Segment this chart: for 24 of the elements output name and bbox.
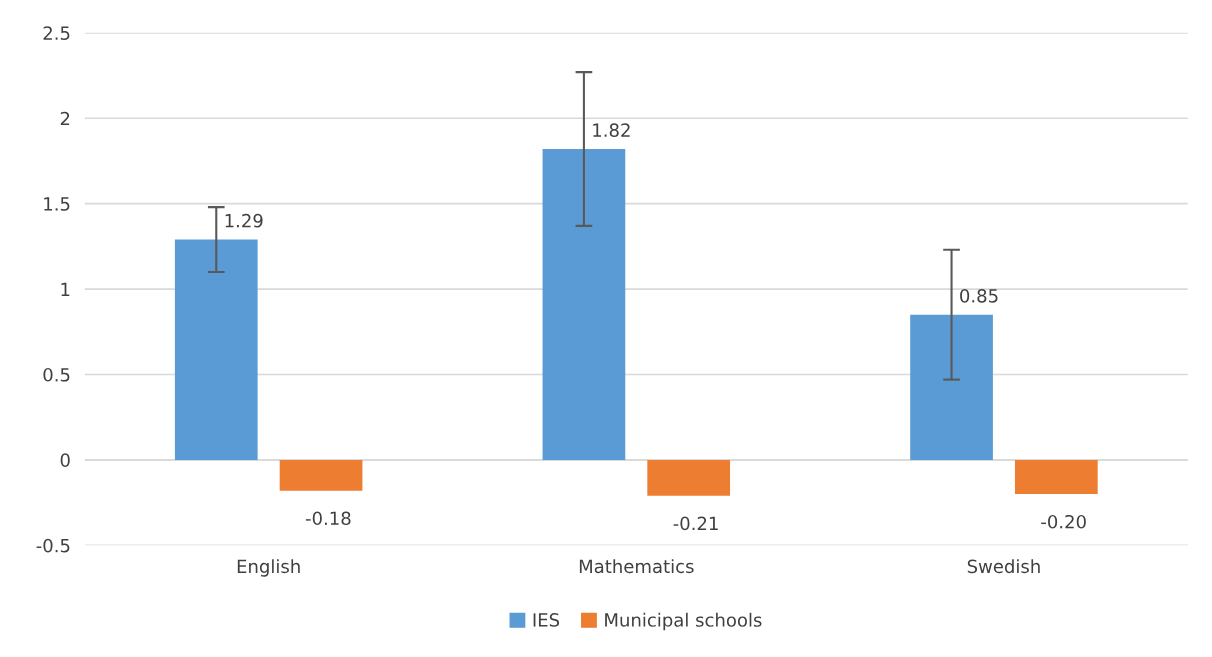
data-label: 1.29 [225, 213, 263, 228]
data-label: -0.18 [305, 511, 351, 526]
legend-label: Municipal schools [605, 612, 762, 631]
data-label: 1.82 [593, 123, 630, 137]
legend-label: IES [533, 613, 560, 627]
data-label: -0.21 [673, 516, 718, 531]
bar [1014, 459, 1098, 495]
x-tick-label: English [237, 559, 300, 577]
x-tick-label: Swedish [967, 559, 1040, 574]
y-tick-label: 0.5 [43, 367, 70, 382]
bar [910, 314, 993, 460]
y-tick-label: 1 [61, 282, 70, 296]
data-label: 0.85 [960, 289, 998, 303]
y-tick-label: -0.5 [36, 538, 70, 553]
bar [647, 459, 731, 496]
x-tick-label: Mathematics [579, 559, 694, 574]
y-tick-label: 0 [60, 453, 70, 468]
bar [542, 149, 626, 460]
bar [174, 239, 258, 460]
bar [279, 459, 363, 491]
y-tick-label: 1.5 [44, 197, 70, 211]
data-label: -0.20 [1041, 514, 1086, 529]
y-tick-label: 2.5 [43, 26, 70, 40]
y-tick-label: 2 [60, 111, 70, 126]
